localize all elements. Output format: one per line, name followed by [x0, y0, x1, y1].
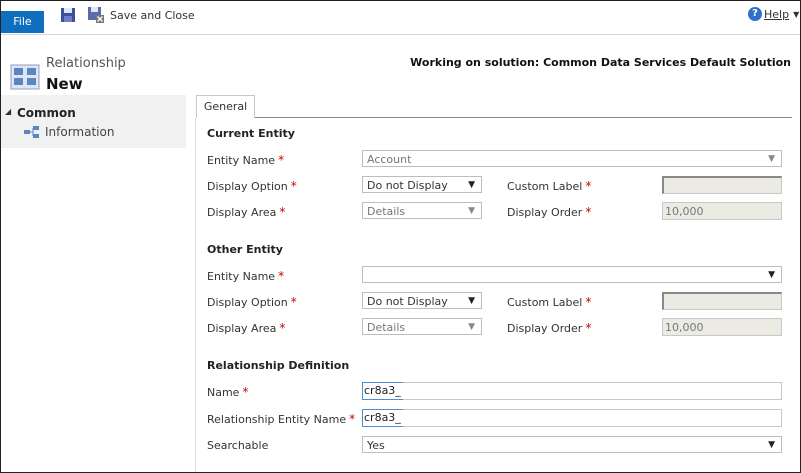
relationship-definition-heading: Relationship Definition [207, 359, 350, 372]
name-label: Name * [207, 385, 249, 399]
save-icon[interactable] [60, 7, 76, 23]
save-and-close-button[interactable]: Save and Close [87, 6, 195, 24]
current-display-option-select[interactable]: Do not Display ▼ [362, 176, 482, 193]
current-display-area-select[interactable]: Details ▼ [362, 202, 482, 219]
name-prefix: cr8a3_ [362, 382, 403, 400]
current-entity-heading: Current Entity [207, 127, 295, 140]
other-display-option-label: Display Option * [207, 295, 297, 309]
other-custom-label-label: Custom Label * [507, 295, 592, 309]
name-input[interactable]: cr8a3_ [362, 382, 782, 400]
dropdown-arrow-icon: ▼ [468, 206, 475, 216]
dropdown-arrow-icon: ▼ [768, 440, 775, 450]
dropdown-arrow-icon: ▼ [468, 296, 475, 306]
relationship-entity-name-prefix: cr8a3_ [362, 409, 403, 427]
current-custom-label-input[interactable] [662, 176, 782, 194]
collapse-triangle-icon[interactable]: ◢ [5, 107, 12, 116]
other-entity-name-select[interactable]: ▼ [362, 266, 782, 283]
chevron-down-icon: ▼ [793, 9, 800, 19]
form-left-border [195, 118, 196, 472]
other-custom-label-input[interactable] [662, 292, 782, 310]
searchable-select[interactable]: Yes ▼ [362, 436, 782, 453]
current-display-option-label: Display Option * [207, 179, 297, 193]
dropdown-arrow-icon: ▼ [768, 154, 775, 164]
relationship-entity-name-label: Relationship Entity Name * [207, 412, 356, 426]
help-label: Help [764, 7, 790, 21]
current-display-order-label: Display Order * [507, 205, 592, 219]
dropdown-arrow-icon: ▼ [468, 322, 475, 332]
relationship-entity-name-input[interactable]: cr8a3_ [362, 409, 782, 427]
entity-type-label: Relationship [46, 56, 126, 71]
dropdown-arrow-icon: ▼ [768, 270, 775, 280]
solution-notice: Working on solution: Common Data Service… [410, 56, 791, 69]
information-icon [24, 126, 39, 138]
toolbar-divider [1, 34, 800, 35]
current-entity-name-select[interactable]: Account ▼ [362, 150, 782, 167]
tab-general[interactable]: General [196, 95, 255, 118]
other-display-area-label: Display Area * [207, 321, 286, 335]
save-close-icon [88, 7, 104, 23]
file-button[interactable]: File [1, 11, 44, 33]
left-nav: ◢ Common Information [1, 95, 186, 148]
other-entity-heading: Other Entity [207, 243, 283, 256]
current-display-area-label: Display Area * [207, 205, 286, 219]
dropdown-arrow-icon: ▼ [468, 180, 475, 190]
nav-item-information[interactable]: Information [24, 125, 114, 139]
tab-strip-line [255, 117, 792, 118]
help-menu[interactable]: ? Help ▼ [748, 7, 799, 21]
other-display-order-label: Display Order * [507, 321, 592, 335]
searchable-label: Searchable [207, 439, 269, 452]
other-display-area-select[interactable]: Details ▼ [362, 318, 482, 335]
current-custom-label-label: Custom Label * [507, 179, 592, 193]
save-and-close-label: Save and Close [110, 8, 195, 22]
relationship-entity-icon [10, 64, 40, 90]
other-entity-name-label: Entity Name * [207, 269, 285, 283]
other-display-order-input[interactable]: 10,000 [662, 318, 782, 336]
other-display-option-select[interactable]: Do not Display ▼ [362, 292, 482, 309]
page-title: New [46, 75, 83, 93]
current-display-order-input[interactable]: 10,000 [662, 202, 782, 220]
help-icon: ? [748, 7, 762, 21]
current-entity-name-label: Entity Name * [207, 153, 285, 167]
nav-section-common[interactable]: Common [17, 106, 76, 120]
